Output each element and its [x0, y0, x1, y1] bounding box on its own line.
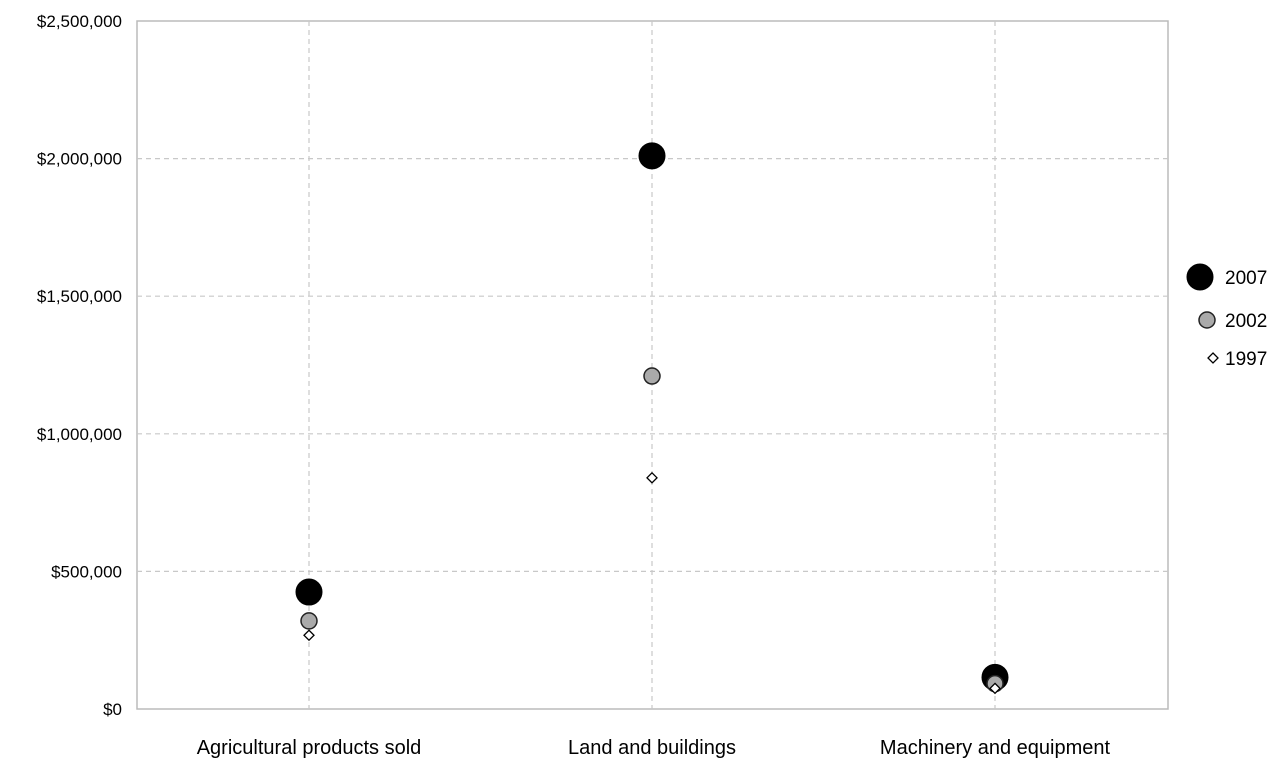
- y-tick-label: $1,500,000: [37, 287, 122, 306]
- legend-label: 2007: [1225, 268, 1267, 289]
- y-tick-label: $2,500,000: [37, 12, 122, 31]
- gridlines: [137, 21, 1168, 709]
- data-point-1997: [989, 682, 1001, 695]
- data-point-2002: [300, 612, 318, 630]
- data-point-2002: [643, 367, 661, 385]
- x-category-label: Agricultural products sold: [197, 737, 422, 759]
- legend-label: 1997: [1225, 349, 1267, 370]
- x-category-label: Machinery and equipment: [880, 737, 1111, 759]
- data-point-2007: [638, 142, 666, 170]
- y-tick-label: $500,000: [51, 562, 122, 581]
- data-point-1997: [303, 629, 315, 642]
- x-axis-categories: Agricultural products sold Land and build…: [197, 737, 1111, 759]
- data-points: [295, 142, 1009, 695]
- y-axis-ticks: $0 $500,000 $1,000,000 $1,500,000 $2,000,000…: [37, 12, 122, 719]
- legend-label: 2002: [1225, 311, 1267, 332]
- y-tick-label: $2,000,000: [37, 150, 122, 169]
- y-tick-label: $0: [103, 700, 122, 719]
- data-point-2007: [295, 578, 323, 606]
- data-point-1997: [646, 471, 658, 484]
- legend-marker-2002: [1198, 311, 1216, 329]
- legend: 2007 2002 1997: [1186, 263, 1267, 370]
- legend-marker-1997: [1207, 352, 1219, 364]
- legend-marker-2007: [1186, 263, 1214, 291]
- x-category-label: Land and buildings: [568, 737, 736, 759]
- y-tick-label: $1,000,000: [37, 425, 122, 444]
